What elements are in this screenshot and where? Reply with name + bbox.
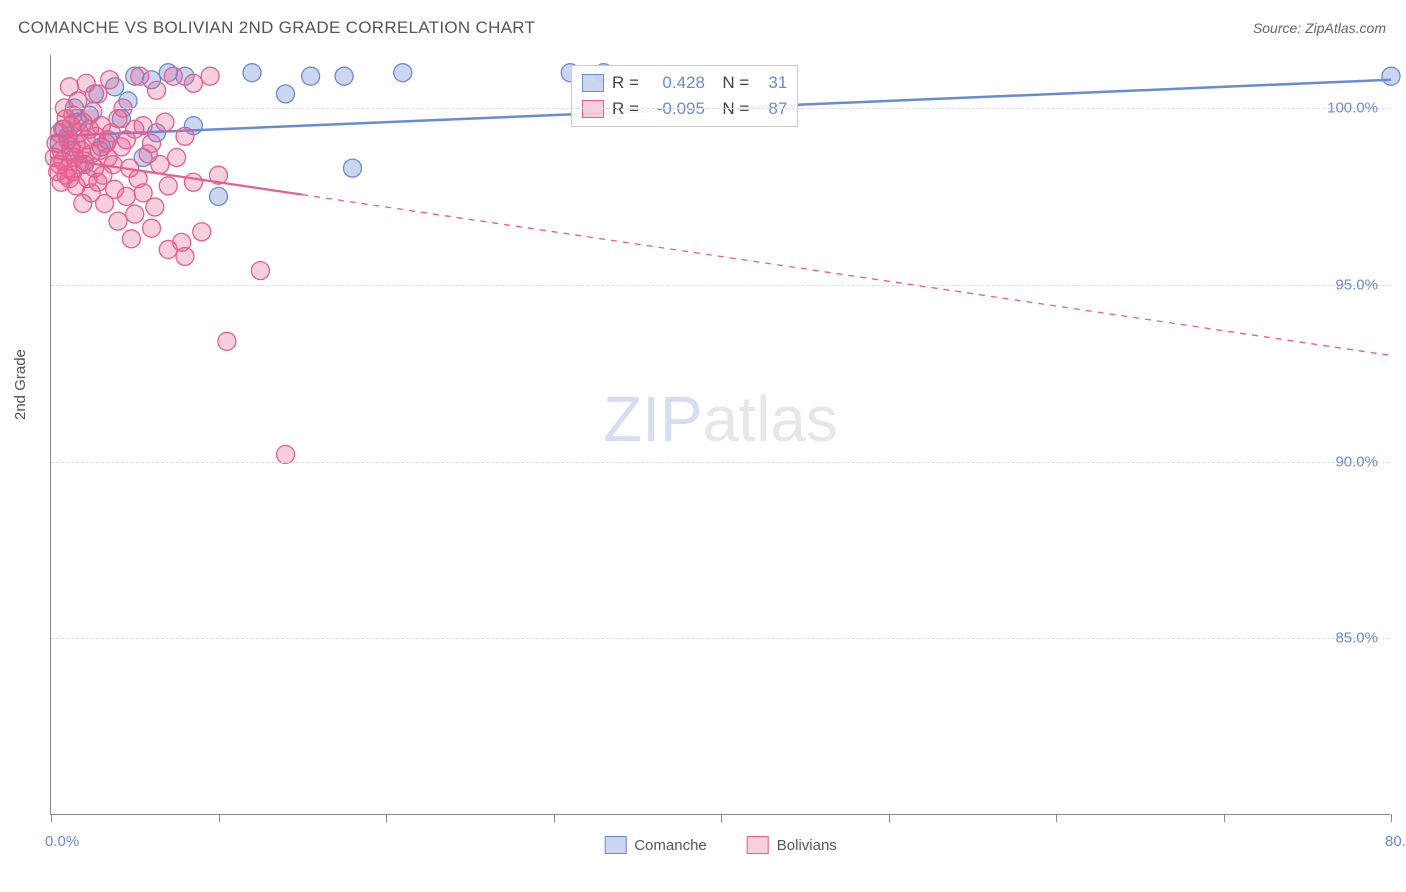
data-point: [184, 173, 202, 191]
data-point: [176, 247, 194, 265]
data-point: [184, 74, 202, 92]
data-point: [109, 212, 127, 230]
x-tick-label: 0.0%: [45, 833, 79, 850]
y-tick-label: 90.0%: [1335, 453, 1378, 470]
legend-item: Bolivians: [747, 836, 837, 854]
chart-title: COMANCHE VS BOLIVIAN 2ND GRADE CORRELATI…: [18, 18, 535, 38]
data-point: [243, 64, 261, 82]
trend-line-extrapolated: [302, 195, 1391, 356]
series-legend: Comanche Bolivians: [604, 836, 837, 854]
data-point: [151, 156, 169, 174]
data-point: [218, 332, 236, 350]
data-point: [131, 67, 149, 85]
legend-swatch: [582, 74, 604, 92]
data-point: [210, 187, 228, 205]
data-point: [193, 223, 211, 241]
data-point: [1382, 67, 1400, 85]
y-tick-label: 85.0%: [1335, 630, 1378, 647]
data-point: [117, 187, 135, 205]
scatter-plot: [51, 55, 1390, 814]
y-axis-label: 2nd Grade: [12, 349, 29, 420]
data-point: [126, 205, 144, 223]
data-point: [277, 85, 295, 103]
data-point: [344, 159, 362, 177]
data-point: [335, 67, 353, 85]
source-label: Source: ZipAtlas.com: [1253, 20, 1386, 36]
x-tick-label: 80.0%: [1385, 833, 1406, 850]
data-point: [302, 67, 320, 85]
data-point: [134, 117, 152, 135]
data-point: [394, 64, 412, 82]
data-point: [159, 177, 177, 195]
data-point: [122, 230, 140, 248]
data-point: [168, 149, 186, 167]
y-tick-label: 100.0%: [1327, 100, 1378, 117]
data-point: [148, 81, 166, 99]
data-point: [251, 262, 269, 280]
correlation-legend: R =0.428 N =31 R =-0.095 N =87: [571, 65, 798, 127]
legend-item: Comanche: [604, 836, 707, 854]
chart-area: ZIPatlas R =0.428 N =31 R =-0.095 N =87 …: [50, 55, 1390, 815]
data-point: [146, 198, 164, 216]
y-tick-label: 95.0%: [1335, 276, 1378, 293]
data-point: [156, 113, 174, 131]
data-point: [143, 219, 161, 237]
data-point: [176, 127, 194, 145]
legend-swatch: [747, 836, 769, 854]
data-point: [164, 67, 182, 85]
legend-swatch: [604, 836, 626, 854]
data-point: [201, 67, 219, 85]
legend-row: R =0.428 N =31: [582, 70, 787, 96]
data-point: [104, 156, 122, 174]
data-point: [143, 134, 161, 152]
data-point: [101, 71, 119, 89]
